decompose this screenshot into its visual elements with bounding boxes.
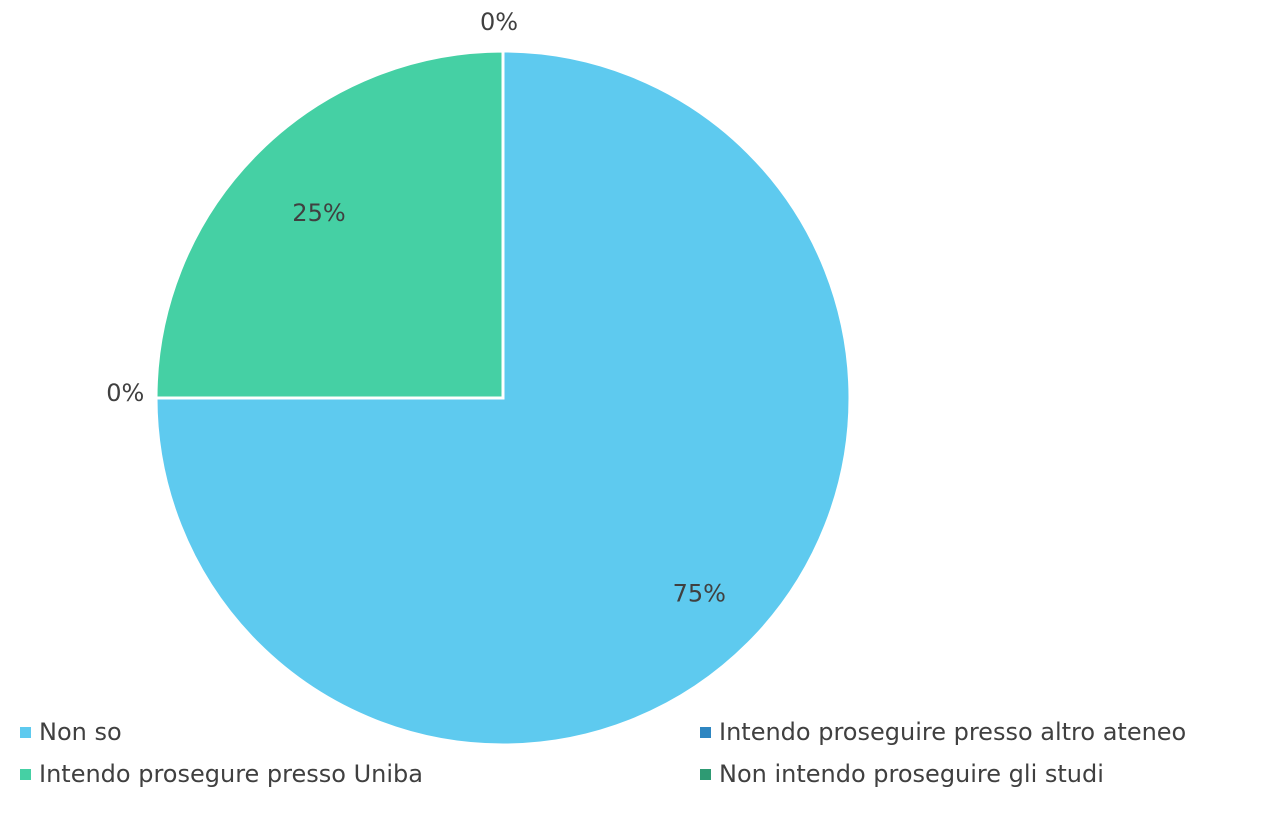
legend-label-altro-ateneo: Intendo proseguire presso altro ateneo <box>719 718 1187 746</box>
legend-label-non-so: Non so <box>39 718 122 746</box>
legend-swatch-altro-ateneo <box>700 726 711 738</box>
pie-slice-uniba <box>154 49 505 400</box>
legend: Non so Intendo proseguire presso altro a… <box>0 718 1284 808</box>
legend-label-non-intendo: Non intendo proseguire gli studi <box>719 760 1104 788</box>
data-label-non-so: 75% <box>673 579 726 607</box>
data-label-uniba: 25% <box>292 199 345 227</box>
pie-labels: 75% 0% 25% 0% <box>106 8 726 607</box>
pie-slices <box>154 49 852 747</box>
legend-swatch-uniba <box>20 768 31 780</box>
pie-slice-non-so <box>154 49 852 747</box>
legend-item-non-so: Non so <box>20 718 122 746</box>
legend-swatch-non-so <box>20 726 31 738</box>
legend-swatch-non-intendo <box>700 768 711 780</box>
legend-label-uniba: Intendo prosegure presso Uniba <box>39 760 423 788</box>
data-label-non-intendo: 0% <box>480 8 518 36</box>
legend-item-uniba: Intendo prosegure presso Uniba <box>20 760 423 788</box>
legend-item-non-intendo: Non intendo proseguire gli studi <box>700 760 1104 788</box>
legend-item-altro-ateneo: Intendo proseguire presso altro ateneo <box>700 718 1186 746</box>
data-label-altro-ateneo: 0% <box>106 379 144 407</box>
